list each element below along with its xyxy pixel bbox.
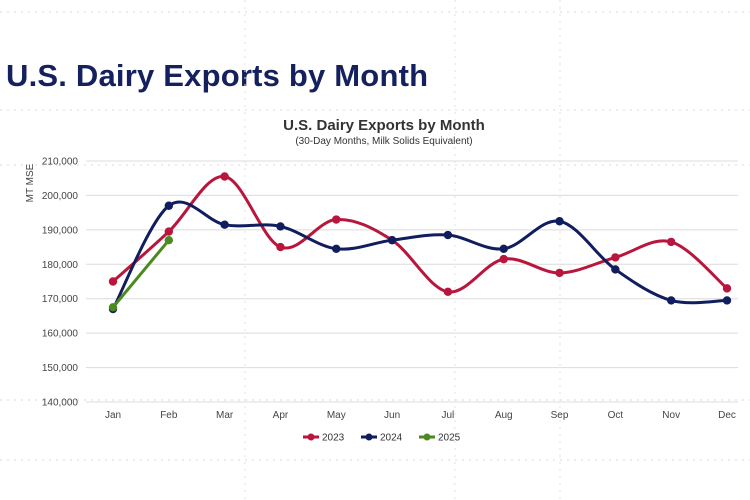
x-axis-ticks: Jan Feb Mar Apr May Jun Jul Aug Sep Oct Nov Dec [105,410,736,421]
chart-title: U.S. Dairy Exports by Month [283,117,485,134]
data-point-2025-feb [164,235,174,245]
legend-marker-2023 [307,433,315,441]
data-point-2023-jul [443,287,453,297]
series-2024 [108,200,732,314]
x-tick-label: Jan [105,410,121,421]
series-group [108,172,732,314]
x-tick-label: Mar [216,410,234,421]
data-point-2024-dec [722,296,732,305]
series-line-2024 [111,200,729,311]
x-tick-label: Nov [662,410,680,421]
data-point-2024-mar [220,220,229,229]
data-point-2024-jul [443,230,453,240]
data-point-2023-nov [666,237,676,247]
legend-marker-2024 [365,433,373,441]
x-tick-label: Jun [384,410,400,421]
x-tick-label: Sep [551,410,569,421]
x-tick-label: Oct [608,410,624,421]
x-tick-label: Feb [160,410,178,421]
data-point-2023-may [332,215,341,224]
data-point-2025-jan [108,303,118,312]
data-point-2024-jun [387,235,397,245]
legend-label-2023: 2023 [322,433,345,444]
data-point-2024-aug [499,244,508,253]
y-tick-label: 170,000 [42,294,79,305]
data-point-2023-dec [722,284,732,293]
y-tick-label: 160,000 [42,329,79,340]
series-line-2025 [111,238,171,309]
legend-marker-2025 [423,433,431,441]
y-tick-label: 210,000 [42,157,79,168]
x-tick-label: Apr [273,410,289,421]
data-point-2023-aug [499,254,508,264]
data-point-2023-jan [108,277,118,286]
y-axis-label: MT MSE [25,163,36,202]
y-tick-label: 190,000 [42,225,79,236]
series-2025 [108,235,174,312]
data-point-2024-apr [276,222,285,231]
data-point-2024-may [332,244,341,253]
y-tick-label: 200,000 [42,191,79,202]
legend-label-2024: 2024 [380,433,403,444]
y-axis-ticks: 140,000 150,000 160,000 170,000 180,000 190,0… [42,157,79,409]
page-heading: U.S. Dairy Exports by Month [6,58,429,93]
legend-label-2025: 2025 [438,433,461,444]
data-point-2023-mar [220,172,229,181]
data-point-2023-sep [555,268,564,278]
y-tick-label: 150,000 [42,363,79,374]
y-tick-label: 140,000 [42,398,79,409]
y-tick-label: 180,000 [42,260,79,271]
data-point-2023-apr [276,242,285,252]
legend: 2023 2024 2025 [303,433,461,444]
chart-subtitle: (30-Day Months, Milk Solids Equivalent) [295,136,472,147]
x-tick-label: Aug [495,410,513,421]
data-point-2024-nov [666,296,676,305]
series-2023 [108,172,732,297]
gridlines [86,160,738,403]
x-tick-label: Dec [718,410,736,421]
x-tick-label: May [327,410,346,421]
series-line-2023 [111,174,729,294]
data-point-2024-feb [164,201,174,210]
data-point-2024-oct [611,265,620,274]
x-tick-label: Jul [442,410,455,421]
data-point-2023-oct [611,253,620,262]
data-point-2023-feb [164,227,174,236]
data-point-2024-sep [555,217,564,226]
